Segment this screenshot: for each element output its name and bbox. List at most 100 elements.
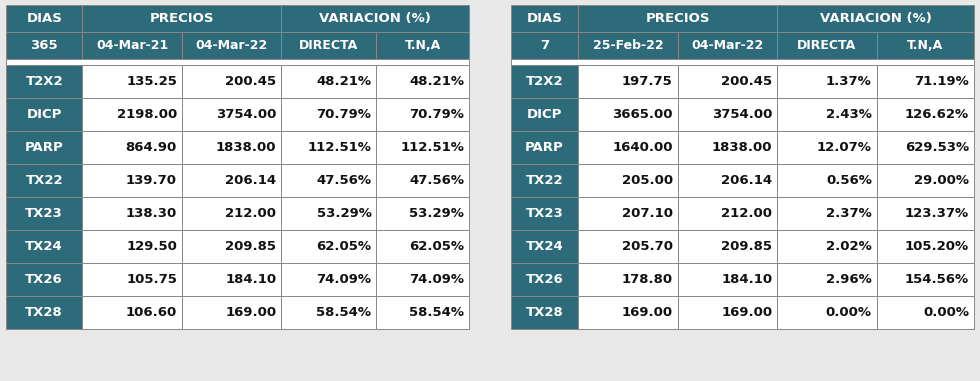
Bar (511, 131, 578, 164)
Text: 25-Feb-22: 25-Feb-22 (593, 39, 663, 52)
Bar (511, 5, 578, 32)
Bar (376, 98, 469, 131)
Bar (6, 5, 82, 32)
Text: 1640.00: 1640.00 (612, 141, 672, 154)
Bar (281, 296, 376, 329)
Bar (777, 131, 877, 164)
Bar (511, 65, 578, 98)
Text: 206.14: 206.14 (721, 174, 772, 187)
Text: 7: 7 (540, 39, 549, 52)
Bar (6, 59, 469, 65)
Text: 04-Mar-21: 04-Mar-21 (96, 39, 169, 52)
Text: 178.80: 178.80 (621, 273, 672, 286)
Text: DIAS: DIAS (26, 12, 62, 25)
Bar (877, 98, 974, 131)
Text: 139.70: 139.70 (126, 174, 177, 187)
Bar (578, 263, 678, 296)
Bar (182, 32, 281, 59)
Bar (82, 296, 182, 329)
Bar (578, 164, 678, 197)
Text: 74.09%: 74.09% (409, 273, 464, 286)
Text: TX26: TX26 (525, 273, 564, 286)
Text: 0.56%: 0.56% (826, 174, 872, 187)
Text: 864.90: 864.90 (125, 141, 177, 154)
Bar (281, 230, 376, 263)
Text: 106.60: 106.60 (125, 306, 177, 319)
Bar (578, 296, 678, 329)
Text: 2.37%: 2.37% (826, 207, 872, 220)
Text: 47.56%: 47.56% (317, 174, 371, 187)
Text: 200.45: 200.45 (225, 75, 276, 88)
Text: DICP: DICP (26, 108, 62, 121)
Bar (182, 197, 281, 230)
Text: PRECIOS: PRECIOS (150, 12, 215, 25)
Text: 200.45: 200.45 (721, 75, 772, 88)
Bar (82, 131, 182, 164)
Text: 71.19%: 71.19% (914, 75, 969, 88)
Bar (6, 32, 82, 59)
Text: 29.00%: 29.00% (914, 174, 969, 187)
Text: DIAS: DIAS (526, 12, 563, 25)
Bar (877, 131, 974, 164)
Text: 154.56%: 154.56% (905, 273, 969, 286)
Text: VARIACION (%): VARIACION (%) (319, 12, 431, 25)
Bar (511, 32, 578, 59)
Text: PARP: PARP (525, 141, 564, 154)
Text: 365: 365 (30, 39, 58, 52)
Text: 70.79%: 70.79% (409, 108, 464, 121)
Text: 1.37%: 1.37% (826, 75, 872, 88)
Text: 129.50: 129.50 (126, 240, 177, 253)
Bar (376, 296, 469, 329)
Bar (578, 131, 678, 164)
Bar (511, 296, 578, 329)
Bar (578, 65, 678, 98)
Text: DIRECTA: DIRECTA (299, 39, 359, 52)
Text: 62.05%: 62.05% (317, 240, 371, 253)
Bar (678, 197, 777, 230)
Bar (777, 263, 877, 296)
Text: TX28: TX28 (525, 306, 564, 319)
Bar (6, 65, 82, 98)
Bar (678, 164, 777, 197)
Bar (511, 164, 578, 197)
Bar (281, 263, 376, 296)
Bar (281, 98, 376, 131)
Bar (6, 131, 82, 164)
Text: 629.53%: 629.53% (905, 141, 969, 154)
Text: DICP: DICP (527, 108, 563, 121)
Bar (6, 230, 82, 263)
Text: 209.85: 209.85 (721, 240, 772, 253)
Text: 04-Mar-22: 04-Mar-22 (196, 39, 268, 52)
Text: PRECIOS: PRECIOS (646, 12, 710, 25)
Bar (82, 230, 182, 263)
Text: TX24: TX24 (525, 240, 564, 253)
Bar (182, 65, 281, 98)
Text: 105.20%: 105.20% (905, 240, 969, 253)
Bar (82, 197, 182, 230)
Bar (182, 296, 281, 329)
Text: 169.00: 169.00 (721, 306, 772, 319)
Text: 205.70: 205.70 (621, 240, 672, 253)
Text: 112.51%: 112.51% (308, 141, 371, 154)
Bar (578, 230, 678, 263)
Text: T2X2: T2X2 (525, 75, 564, 88)
Bar (376, 164, 469, 197)
Bar (877, 263, 974, 296)
Bar (82, 5, 281, 32)
Text: TX26: TX26 (25, 273, 63, 286)
Text: TX28: TX28 (25, 306, 63, 319)
Text: 112.51%: 112.51% (400, 141, 464, 154)
Bar (82, 98, 182, 131)
Bar (376, 230, 469, 263)
Text: 53.29%: 53.29% (409, 207, 464, 220)
Bar (678, 98, 777, 131)
Text: 3665.00: 3665.00 (612, 108, 672, 121)
Bar (511, 59, 974, 65)
Text: TX24: TX24 (25, 240, 63, 253)
Bar (678, 32, 777, 59)
Bar (777, 197, 877, 230)
Bar (281, 131, 376, 164)
Bar (877, 230, 974, 263)
Text: 48.21%: 48.21% (317, 75, 371, 88)
Text: 169.00: 169.00 (225, 306, 276, 319)
